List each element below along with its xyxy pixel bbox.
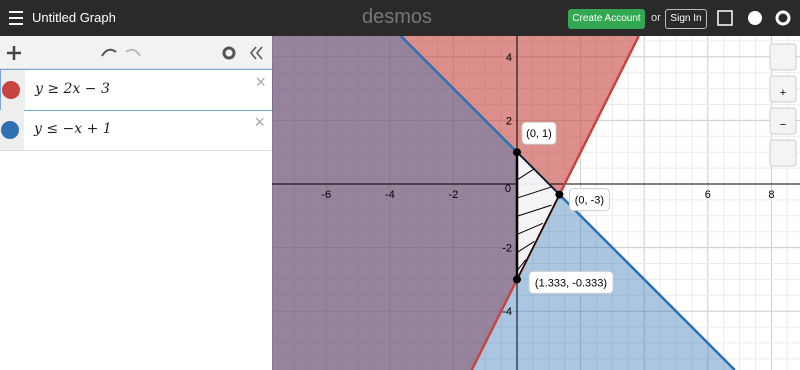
undo-button[interactable]	[101, 48, 117, 57]
x-tick-label: -6	[321, 189, 331, 201]
graph-title[interactable]: Untitled Graph	[32, 10, 116, 25]
origin-label: 0	[505, 183, 511, 195]
help-button[interactable]	[748, 11, 762, 25]
y-tick-label: -4	[502, 306, 512, 318]
delete-button[interactable]: ×	[255, 72, 266, 92]
blue-region	[272, 36, 735, 370]
point-label-box	[528, 270, 614, 294]
hatch-line	[516, 259, 527, 272]
point-label-box	[568, 188, 610, 212]
hatch-line	[516, 241, 535, 254]
x-tick-label: -2	[449, 189, 459, 201]
expression-row[interactable]: y ≤ −x + 1 ×	[0, 110, 271, 151]
x-tick-label: -4	[385, 189, 395, 201]
collapse-button[interactable]	[250, 46, 263, 60]
point[interactable]	[513, 148, 521, 157]
graph-canvas[interactable]: -6 -4 -2 6 8 4 2 -2 -4 0 (0, 1) (1.333, -0.333) (0, …	[272, 36, 800, 370]
color-icon[interactable]	[0, 110, 24, 150]
menu-button[interactable]	[4, 0, 34, 36]
toolbar-icons	[7, 46, 263, 60]
point-label: (0, 1)	[526, 128, 552, 140]
point-label: (1.333, -0.333)	[535, 277, 607, 289]
red-region	[272, 36, 639, 370]
point-label: (0, -3)	[575, 195, 604, 207]
zoom-out-icon: −	[780, 119, 786, 131]
sign-in-button[interactable]: Sign In	[665, 9, 707, 29]
header: Untitled Graph desmos Create Account or …	[0, 0, 800, 36]
y-tick-label: 4	[506, 52, 512, 64]
hatch-line	[516, 186, 552, 199]
expression[interactable]: y ≥ 2x − 3	[35, 81, 110, 97]
settings-button[interactable]	[769, 43, 797, 71]
y-tick-label: -2	[502, 243, 512, 255]
hatch-line	[516, 222, 544, 235]
create-account-button[interactable]: Create Account	[568, 9, 645, 29]
header-icons	[717, 10, 791, 26]
point[interactable]	[555, 190, 564, 199]
delete-button[interactable]: ×	[254, 112, 265, 132]
zoom-out-button[interactable]	[769, 107, 797, 135]
expression[interactable]: y ≤ −x + 1	[34, 121, 112, 137]
toolbar	[0, 36, 272, 69]
x-tick-label: 8	[768, 189, 774, 201]
logo: desmos	[362, 6, 433, 28]
zoom-in-icon: +	[780, 87, 786, 99]
color-icon[interactable]	[1, 70, 25, 110]
settings-button[interactable]	[775, 10, 791, 26]
share-button[interactable]	[717, 10, 733, 26]
hatch-line	[516, 168, 535, 181]
hatch-line	[516, 204, 552, 217]
x-tick-label: 6	[705, 189, 711, 201]
point[interactable]	[513, 275, 521, 284]
or-text: or	[651, 12, 661, 24]
expression-panel: y ≥ 2x − 3 × y ≤ −x + 1 ×	[0, 36, 273, 370]
settings-button[interactable]	[222, 46, 236, 60]
redo-button[interactable]	[125, 48, 141, 57]
y-tick-label: 2	[506, 115, 512, 127]
point-label-box	[521, 121, 557, 145]
home-button[interactable]	[769, 139, 797, 167]
expression-row[interactable]: y ≥ 2x − 3 ×	[0, 69, 273, 111]
zoom-in-button[interactable]	[769, 75, 797, 103]
boundary-blue	[399, 36, 736, 370]
